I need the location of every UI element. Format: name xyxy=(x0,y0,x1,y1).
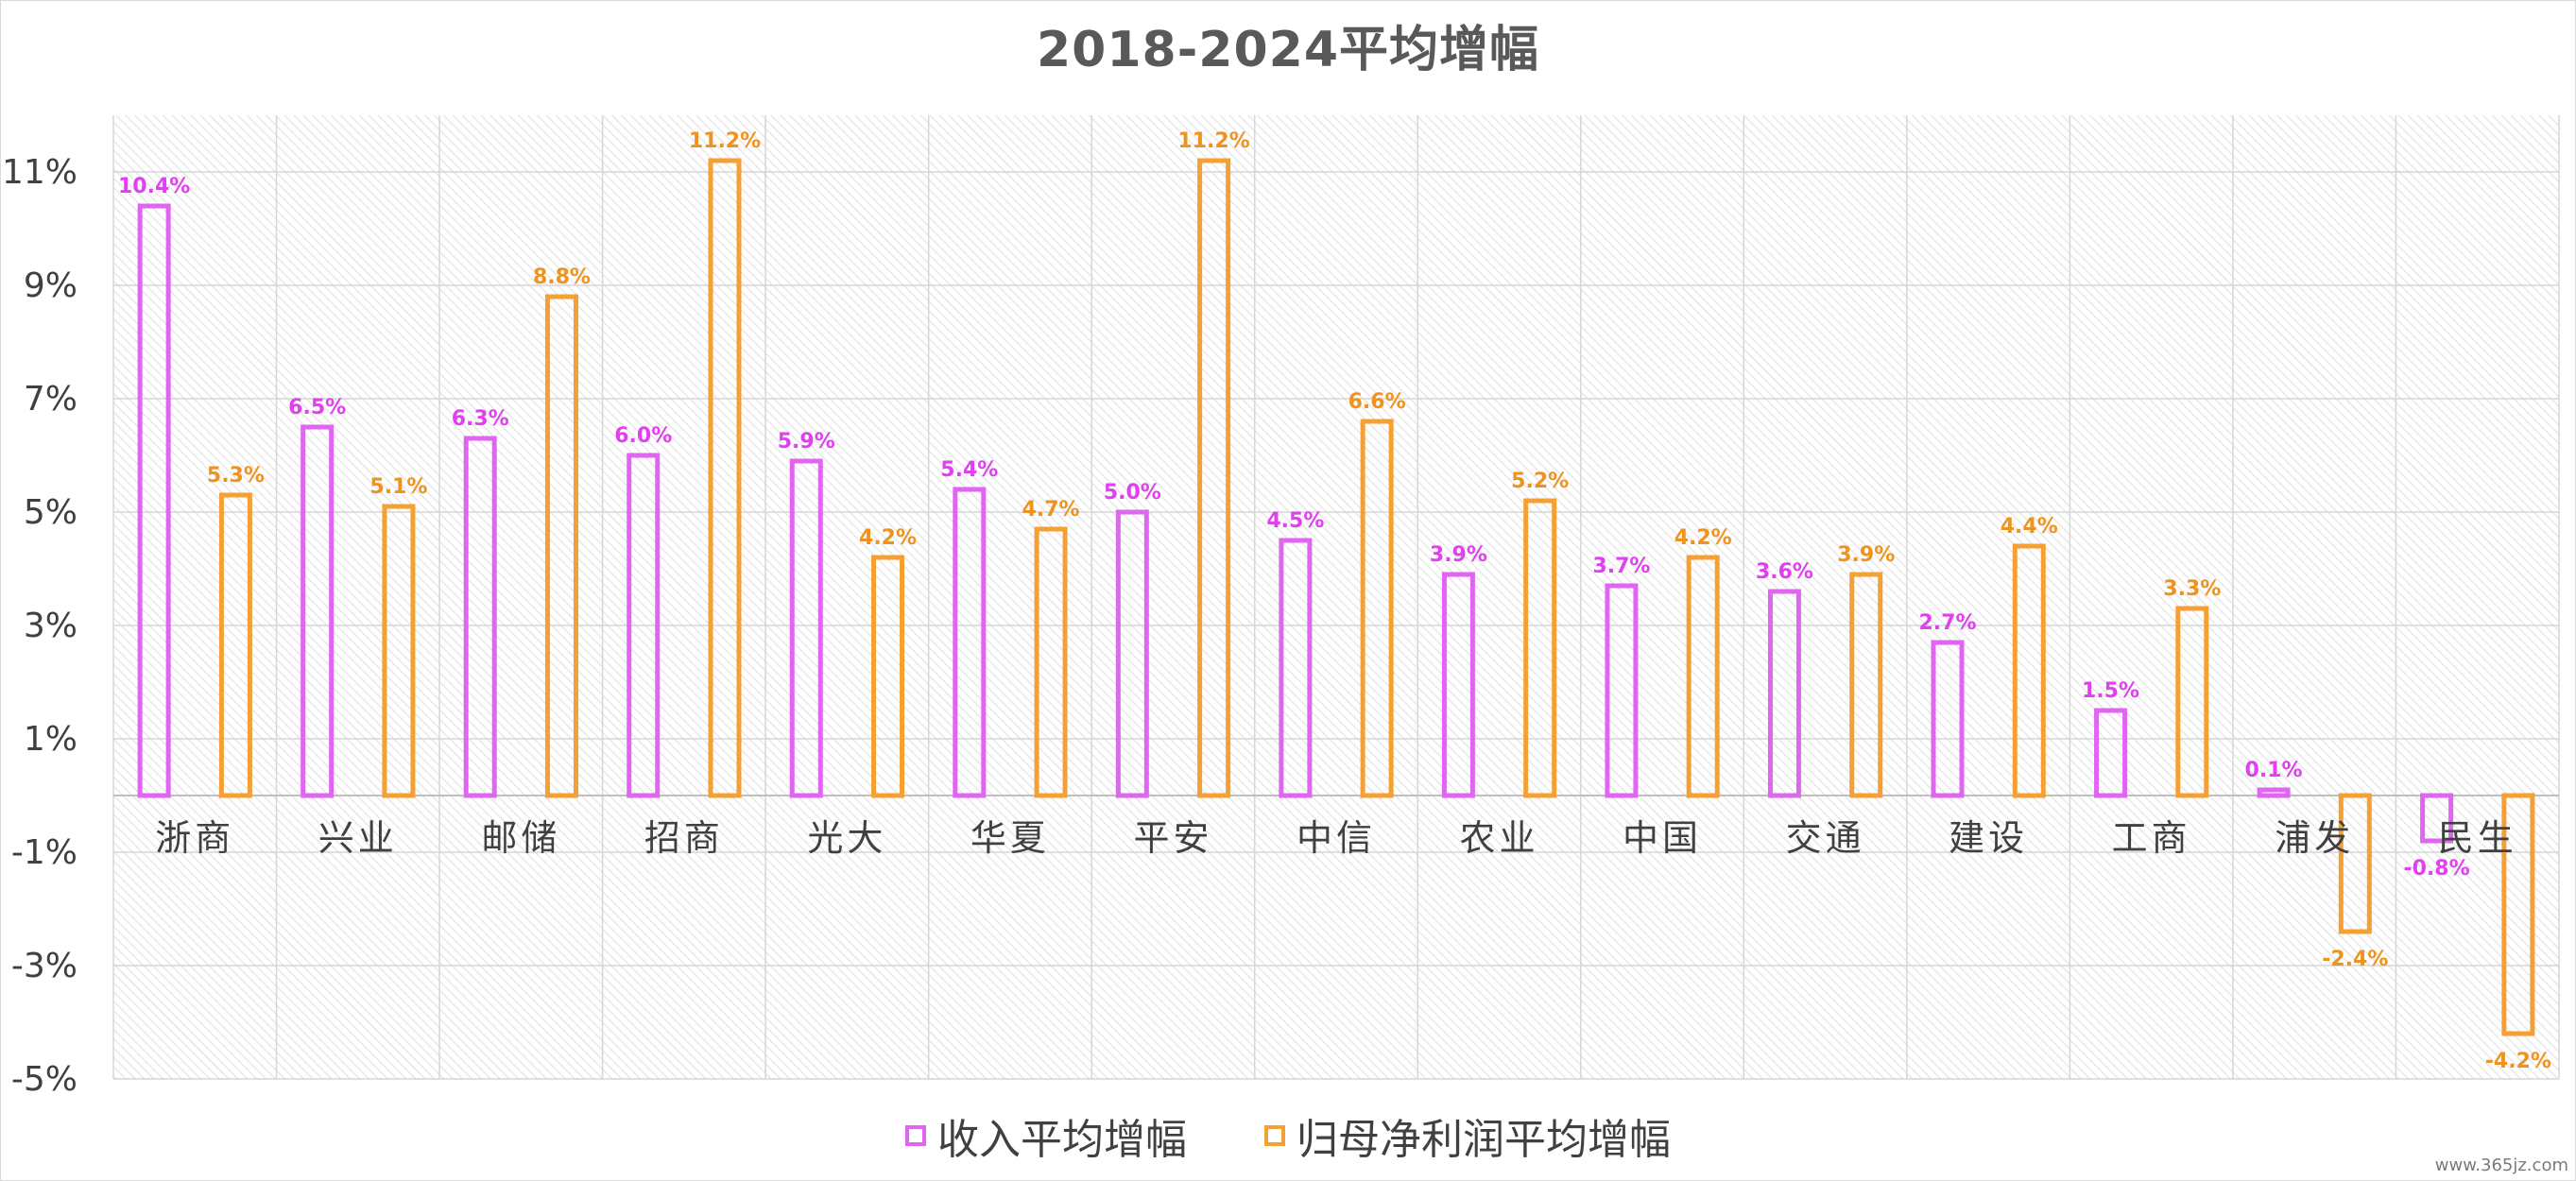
legend-label-revenue: 收入平均增幅 xyxy=(937,1116,1187,1164)
revenue-bar xyxy=(1441,572,1475,798)
x-tick-label: 建设 xyxy=(1949,817,2028,859)
chart-title: 2018-2024平均增幅 xyxy=(1036,22,1540,78)
y-tick-label: 11% xyxy=(2,153,77,192)
revenue-bar xyxy=(789,458,823,798)
revenue-data-label: 3.9% xyxy=(1430,543,1487,567)
x-tick-label: 中国 xyxy=(1623,817,1702,859)
x-tick-label: 光大 xyxy=(807,817,886,859)
y-tick-label: -1% xyxy=(11,833,77,872)
revenue-bar xyxy=(301,424,335,798)
net-profit-bar xyxy=(1197,158,1231,798)
y-tick-label: -5% xyxy=(11,1060,77,1099)
revenue-bar xyxy=(463,436,497,798)
legend-label-net-profit: 归母净利润平均增幅 xyxy=(1297,1116,1671,1164)
revenue-data-label: 4.5% xyxy=(1266,509,1324,533)
net-profit-data-label: 11.2% xyxy=(689,129,761,153)
revenue-bar xyxy=(1931,640,1965,798)
net-profit-bar xyxy=(708,158,742,798)
net-profit-data-label: 4.4% xyxy=(2001,515,2058,539)
net-profit-bar xyxy=(1523,498,1557,798)
x-tick-label: 工商 xyxy=(2112,817,2191,859)
revenue-bar xyxy=(627,453,661,798)
legend: 收入平均增幅 归母净利润平均增幅 xyxy=(0,1105,2576,1166)
revenue-data-label: -0.8% xyxy=(2404,857,2470,881)
net-profit-data-label: 4.2% xyxy=(1674,526,1732,550)
net-profit-data-label: 5.1% xyxy=(369,475,427,499)
revenue-bar xyxy=(137,203,171,798)
x-tick-label: 华夏 xyxy=(970,817,1050,859)
revenue-data-label: 3.7% xyxy=(1592,555,1650,578)
plot-background xyxy=(113,115,2559,1079)
net-profit-bar xyxy=(871,555,905,798)
x-tick-label: 招商 xyxy=(644,817,724,859)
net-profit-bar xyxy=(544,294,578,798)
legend-swatch-revenue xyxy=(905,1125,926,1146)
revenue-data-label: 1.5% xyxy=(2082,679,2139,703)
revenue-data-label: 6.3% xyxy=(452,407,509,431)
revenue-data-label: 10.4% xyxy=(118,175,190,198)
net-profit-data-label: 6.6% xyxy=(1348,390,1406,414)
x-tick-label: 民生 xyxy=(2438,817,2517,859)
x-tick-label: 农业 xyxy=(1460,817,1539,859)
revenue-bar xyxy=(1115,509,1149,798)
y-tick-label: -3% xyxy=(11,947,77,985)
x-tick-label: 平安 xyxy=(1133,817,1212,859)
x-tick-label: 中信 xyxy=(1297,817,1376,859)
revenue-data-label: 6.5% xyxy=(288,396,346,419)
net-profit-data-label: 4.2% xyxy=(859,526,917,550)
net-profit-data-label: 8.8% xyxy=(533,265,591,289)
net-profit-data-label: -2.4% xyxy=(2322,948,2388,971)
legend-item-net-profit: 归母净利润平均增幅 xyxy=(1264,1105,1671,1166)
net-profit-bar xyxy=(1360,419,1394,798)
watermark: www.365jz.com xyxy=(2434,1155,2568,1175)
net-profit-data-label: 3.9% xyxy=(1837,543,1895,567)
net-profit-bar xyxy=(2501,793,2535,1036)
revenue-data-label: 2.7% xyxy=(1918,611,1976,635)
net-profit-bar xyxy=(1849,572,1883,798)
x-tick-label: 浙商 xyxy=(155,817,234,859)
x-tick-label: 交通 xyxy=(1786,817,1865,859)
net-profit-bar xyxy=(1034,526,1068,798)
legend-swatch-net-profit xyxy=(1264,1125,1285,1146)
revenue-data-label: 5.4% xyxy=(940,458,998,482)
y-tick-label: 7% xyxy=(24,380,77,419)
x-tick-label: 邮储 xyxy=(481,817,560,859)
net-profit-bar xyxy=(2175,606,2209,798)
revenue-bar xyxy=(2420,793,2454,844)
net-profit-bar xyxy=(2012,543,2046,798)
revenue-bar xyxy=(1767,589,1801,798)
revenue-bar xyxy=(2094,708,2128,798)
x-tick-label: 浦发 xyxy=(2275,817,2354,859)
net-profit-bar xyxy=(218,492,252,798)
revenue-data-label: 5.9% xyxy=(778,430,835,454)
revenue-bar xyxy=(1605,583,1639,798)
revenue-bar xyxy=(2257,787,2291,798)
y-tick-label: 9% xyxy=(24,266,77,305)
revenue-data-label: 3.6% xyxy=(1756,560,1813,584)
y-tick-label: 3% xyxy=(24,607,77,645)
revenue-data-label: 6.0% xyxy=(614,424,672,448)
net-profit-data-label: 4.7% xyxy=(1022,498,1080,522)
y-tick-label: 5% xyxy=(24,493,77,532)
net-profit-data-label: 5.3% xyxy=(207,464,265,488)
legend-item-revenue: 收入平均增幅 xyxy=(905,1105,1187,1166)
net-profit-data-label: 11.2% xyxy=(1177,129,1249,153)
net-profit-data-label: 3.3% xyxy=(2163,577,2221,601)
net-profit-bar xyxy=(1686,555,1720,798)
x-tick-label: 兴业 xyxy=(318,817,398,859)
revenue-bar xyxy=(953,487,987,798)
revenue-data-label: 5.0% xyxy=(1104,481,1161,505)
net-profit-bar xyxy=(382,504,416,798)
net-profit-data-label: -4.2% xyxy=(2485,1050,2551,1073)
y-tick-label: 1% xyxy=(24,720,77,759)
revenue-bar xyxy=(1279,538,1313,798)
net-profit-bar xyxy=(2338,793,2372,934)
net-profit-data-label: 5.2% xyxy=(1511,470,1569,493)
revenue-data-label: 0.1% xyxy=(2245,759,2303,782)
